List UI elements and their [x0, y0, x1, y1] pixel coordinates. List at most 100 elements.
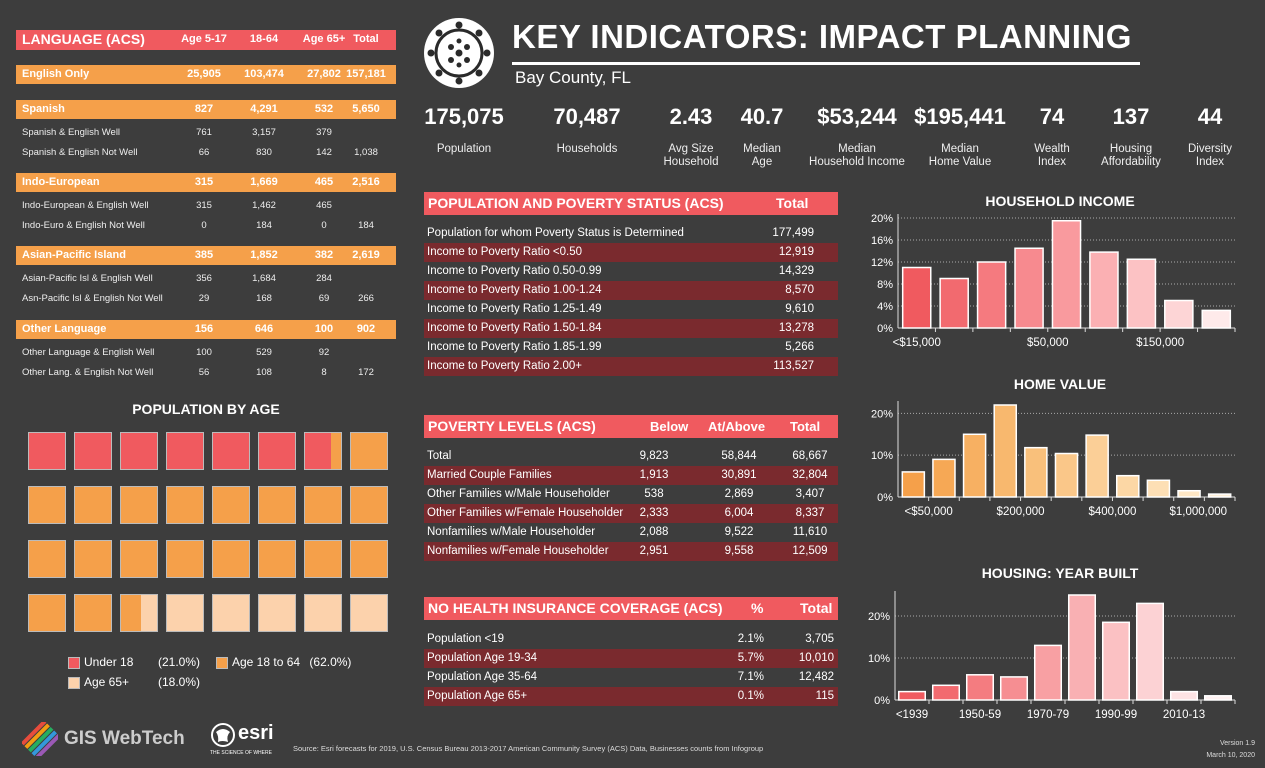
- cell: 385: [194, 249, 214, 261]
- cell: 9,558: [724, 545, 754, 557]
- age-cell: [304, 594, 342, 632]
- cell: 29: [198, 293, 210, 304]
- x-tick-label: 1990-99: [1095, 709, 1137, 721]
- esri-logo: esri THE SCIENCE OF WHERE: [210, 722, 274, 756]
- x-tick-label: $400,000: [1088, 506, 1136, 518]
- language-sub-row: Indo-Euro & English Not Well 0 184 0 184: [16, 216, 396, 235]
- age-cell: [166, 486, 204, 524]
- legend-under18: Under 18 (21.0%): [68, 655, 200, 669]
- age-cell: [28, 486, 66, 524]
- gis-webtech-logo: GIS WebTech: [20, 719, 185, 760]
- cell: 538: [644, 488, 664, 500]
- kpi-value: 70,487: [553, 104, 621, 129]
- legend-swatch: [68, 676, 80, 689]
- bar: [1014, 247, 1044, 329]
- version-date: March 10, 2020: [1206, 752, 1255, 759]
- legend-pct: (21.0%): [158, 655, 201, 669]
- row-label: Population Age 19-34: [427, 652, 537, 664]
- row-label: Indo-European: [22, 176, 100, 188]
- cell: 12,482: [798, 671, 834, 683]
- cell: 2,333: [639, 507, 669, 519]
- row-label: Other Families w/Male Householder: [427, 488, 610, 500]
- bar: [1164, 299, 1194, 329]
- source-note: Source: Esri forecasts for 2019, U.S. Ce…: [293, 744, 764, 753]
- globe-icon: [211, 723, 235, 747]
- cell: 2,088: [639, 526, 669, 538]
- cell: 3,705: [805, 633, 834, 645]
- age-cell: [166, 540, 204, 578]
- bar: [993, 404, 1018, 498]
- age-cell: [120, 486, 158, 524]
- language-sub-row: Asian-Pacific Isl & English Well 356 1,684…: [16, 269, 396, 288]
- row-label: Total: [427, 450, 452, 462]
- legend-label: Age 18 to 64: [232, 655, 301, 669]
- kpi-label: Diversity Index: [1187, 143, 1233, 168]
- cell: 2,619: [352, 249, 380, 261]
- kpi-label: Housing Affordability: [1101, 143, 1161, 168]
- row-label: English Only: [22, 68, 90, 80]
- table-row: Married Couple Families 1,913 30,891 32,804: [424, 466, 838, 485]
- poverty-levels-table: POVERTY LEVELS (ACS) Below At/Above Tota…: [424, 415, 838, 565]
- legend-label: Under 18: [84, 655, 134, 669]
- poverty-status-header: POPULATION AND POVERTY STATUS (ACS) Tota…: [424, 192, 838, 215]
- bar: [999, 676, 1029, 701]
- kpi-label: Median Age: [743, 143, 781, 168]
- bar: [1054, 452, 1079, 498]
- cell: 103,474: [244, 68, 284, 80]
- legend-pct: (18.0%): [158, 675, 201, 689]
- language-table: LANGUAGE (ACS) Age 5-17 18-64 Age 65+ To…: [16, 30, 396, 380]
- age-cell: [304, 432, 342, 470]
- cell: 113,527: [773, 360, 814, 372]
- cell: 68,667: [792, 450, 828, 462]
- cell: 0: [321, 220, 327, 231]
- cell: 465: [314, 176, 334, 188]
- age-cell: [304, 486, 342, 524]
- cell: 14,329: [778, 265, 814, 277]
- language-sub-row: Spanish & English Well 761 3,157 379: [16, 123, 396, 142]
- age-cell: [304, 540, 342, 578]
- cell: 646: [254, 323, 274, 335]
- kpi-label: Median Household Income: [809, 143, 905, 168]
- col-age-5-17: Age 5-17: [181, 33, 227, 45]
- bar: [1201, 309, 1232, 329]
- y-tick-label: 20%: [871, 213, 893, 225]
- bar: [901, 266, 932, 329]
- age-cell: [258, 594, 296, 632]
- bar: [1169, 690, 1199, 701]
- bar: [1146, 479, 1171, 498]
- cell: 8,337: [795, 507, 825, 519]
- cell: 5,650: [352, 103, 380, 115]
- age-cell: [74, 486, 112, 524]
- age-cell: [120, 432, 158, 470]
- x-tick-label: $50,000: [1027, 337, 1069, 349]
- cell: 9,610: [785, 303, 814, 315]
- bar: [1024, 446, 1048, 498]
- row-label: Population for whom Poverty Status is De…: [427, 227, 684, 239]
- cell: 184: [256, 220, 272, 231]
- kpi-value: $53,244: [817, 104, 897, 129]
- cell: 2,516: [352, 176, 380, 188]
- cell: 3,407: [795, 488, 825, 500]
- cell: 100: [314, 323, 334, 335]
- y-tick-label: 10%: [871, 450, 893, 462]
- kpi-value: 74: [1039, 104, 1065, 129]
- version-info: Version 1.9 March 10, 2020: [1206, 738, 1255, 762]
- y-tick-label: 20%: [871, 408, 893, 420]
- x-tick-label: 2010-13: [1163, 709, 1205, 721]
- cell: 100: [196, 347, 212, 358]
- y-tick-label: 4%: [877, 301, 893, 313]
- row-label: Spanish & English Well: [22, 127, 121, 138]
- y-tick-label: 0%: [877, 323, 893, 335]
- cell: 25,905: [187, 68, 221, 80]
- cell: 9,522: [724, 526, 754, 538]
- legend-swatch: [68, 656, 80, 669]
- cell: 379: [316, 127, 332, 138]
- cell: 3,157: [252, 127, 276, 138]
- table-row: Total 9,823 58,844 68,667: [424, 447, 838, 466]
- age-cell: [258, 432, 296, 470]
- age-cell: [258, 486, 296, 524]
- bar: [976, 261, 1007, 329]
- english-only-row: English Only 25,905 103,474 27,802 157,1…: [16, 65, 396, 84]
- bar: [1051, 220, 1082, 329]
- cell: 27,802: [307, 68, 341, 80]
